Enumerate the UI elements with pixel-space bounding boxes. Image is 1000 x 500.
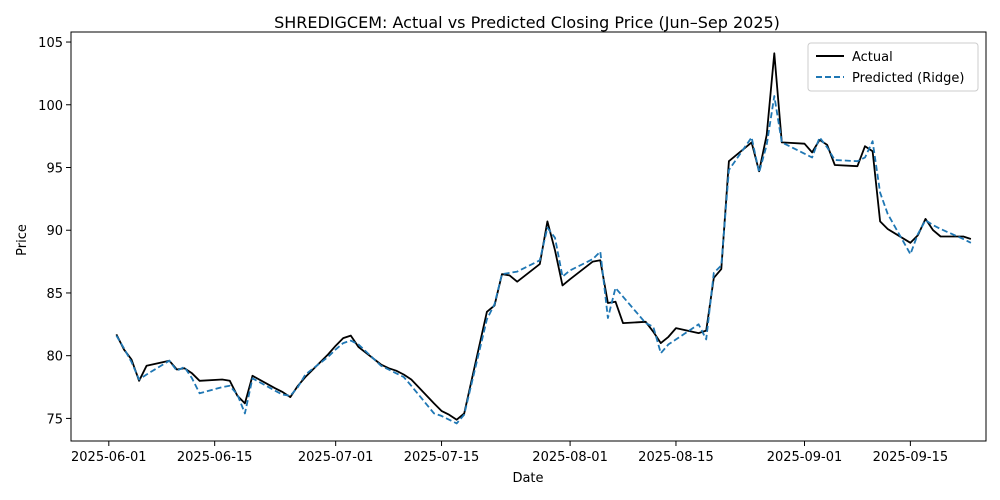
y-tick-label: 80 [46, 350, 63, 365]
plot-frame [70, 31, 987, 442]
x-tick-label: 2025-09-01 [767, 450, 843, 465]
x-tick-label: 2025-06-15 [177, 450, 253, 465]
y-tick-label: 100 [38, 99, 63, 114]
x-tick-label: 2025-08-15 [638, 450, 714, 465]
legend: Actual Predicted (Ridge) [807, 42, 979, 92]
y-tick-label: 90 [46, 224, 63, 239]
plot-area [70, 31, 987, 442]
legend-label-predicted: Predicted (Ridge) [852, 71, 964, 86]
legend-label-actual: Actual [852, 50, 893, 65]
y-tick-label: 95 [46, 161, 63, 176]
y-axis: 75 80 85 90 95 100 105 [38, 36, 71, 427]
legend-box [807, 42, 979, 92]
y-axis-label: Price [15, 224, 30, 256]
x-tick-label: 2025-07-15 [404, 450, 480, 465]
y-tick-label: 85 [46, 287, 63, 302]
x-tick-label: 2025-07-01 [298, 450, 374, 465]
series-layer [115, 52, 972, 425]
x-tick-label: 2025-06-01 [71, 450, 147, 465]
chart-title: SHREDIGCEM: Actual vs Predicted Closing … [274, 13, 780, 32]
y-tick-label: 75 [46, 412, 63, 427]
x-axis-label: Date [512, 471, 543, 486]
x-tick-label: 2025-08-01 [532, 450, 608, 465]
x-tick-label: 2025-09-15 [873, 450, 949, 465]
y-tick-label: 105 [38, 36, 63, 51]
x-axis: 2025-06-01 2025-06-15 2025-07-01 2025-07-15… [71, 441, 948, 465]
predicted-price-line [115, 95, 972, 425]
